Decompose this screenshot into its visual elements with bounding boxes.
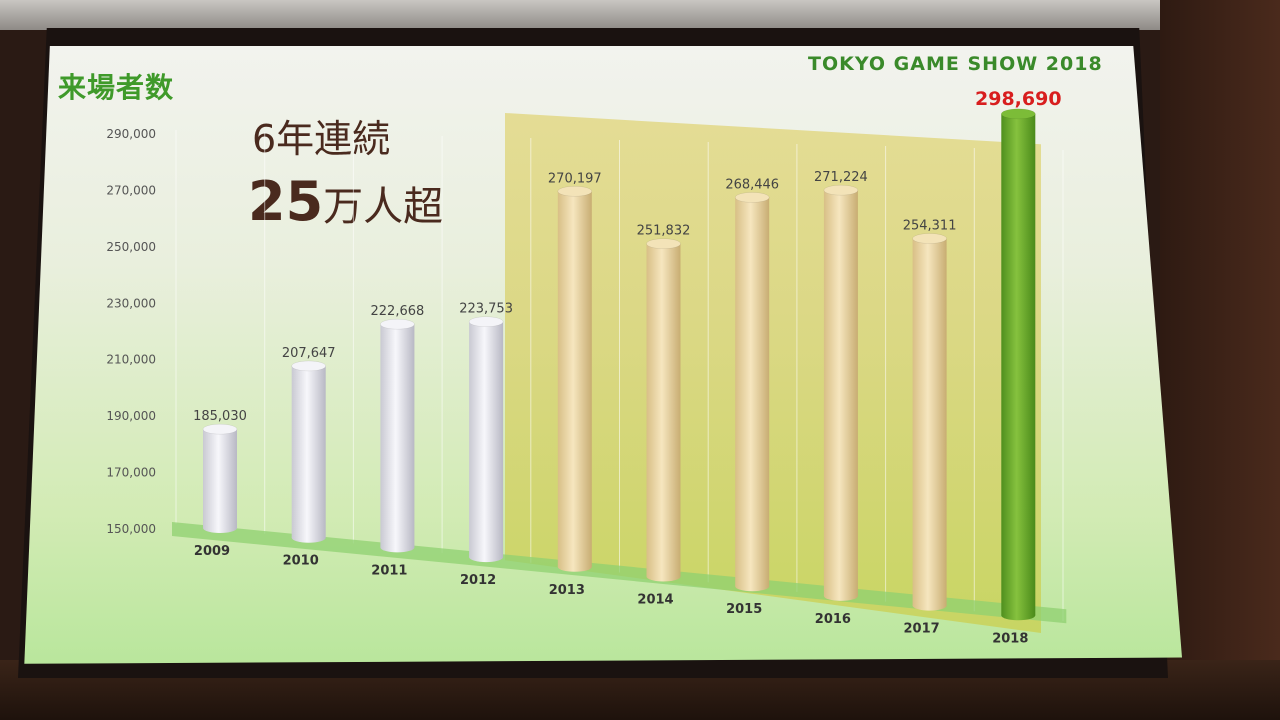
value-label-2011: 222,668 [371, 304, 425, 319]
x-tick-label-2014: 2014 [637, 593, 673, 608]
y-tick-label: 290,000 [106, 127, 156, 141]
value-label-2013: 270,197 [548, 171, 602, 186]
bar-2012 [468, 316, 504, 563]
value-label-2016: 271,224 [814, 170, 868, 185]
value-label-2018: 298,690 [975, 88, 1062, 110]
headline-over-250k: 25万人超 [248, 170, 443, 233]
y-tick-label: 190,000 [106, 409, 156, 423]
bar-2014 [646, 238, 681, 582]
bar-2010 [291, 360, 326, 543]
x-tick-label-2018: 2018 [992, 631, 1028, 646]
value-label-2015: 268,446 [725, 177, 779, 192]
bar-2013 [557, 186, 593, 572]
value-label-2012: 223,753 [459, 302, 513, 317]
y-tick-label: 250,000 [106, 240, 156, 254]
room-ceiling [0, 0, 1280, 30]
value-label-2014: 251,832 [637, 224, 691, 239]
headline-number: 25 [248, 170, 324, 233]
bar-2015 [734, 192, 770, 592]
y-axis-ticks: 290,000 270,000 250,000 230,000 210,000 190,0… [106, 127, 156, 536]
bar-2016 [823, 184, 859, 601]
x-tick-label-2011: 2011 [371, 563, 407, 578]
y-tick-label: 150,000 [106, 522, 156, 536]
bars [202, 108, 1036, 621]
x-tick-label-2010: 2010 [283, 554, 319, 569]
bar-2009 [202, 423, 238, 533]
x-tick-label-2016: 2016 [815, 612, 851, 627]
y-tick-label: 170,000 [106, 466, 156, 480]
headline-unit: 万人超 [323, 184, 444, 230]
value-label-2009: 185,030 [193, 409, 247, 424]
bar-2018 [1001, 108, 1036, 621]
y-tick-label: 270,000 [106, 183, 156, 197]
bar-2017 [912, 233, 947, 611]
slide-title: 来場者数 [58, 71, 175, 104]
room-wall [1160, 0, 1280, 720]
value-label-2010: 207,647 [282, 346, 336, 361]
x-axis-ticks: 2009 2010 2011 2012 2013 2014 2015 2016 2017 2018 [194, 544, 1028, 646]
x-tick-label-2009: 2009 [194, 544, 230, 559]
x-tick-label-2017: 2017 [904, 622, 940, 637]
bar-2011 [380, 318, 415, 553]
chart-grid [175, 130, 1064, 621]
event-brand: TOKYO GAME SHOW 2018 [808, 53, 1103, 75]
x-tick-label-2013: 2013 [549, 583, 585, 598]
highlight-panel [505, 113, 1041, 633]
value-labels: 185,030 207,647 222,668 223,753 270,197 251,8… [193, 88, 1061, 424]
value-label-2017: 254,311 [903, 218, 957, 233]
x-tick-label-2012: 2012 [460, 573, 496, 588]
y-tick-label: 230,000 [106, 296, 156, 310]
y-tick-label: 210,000 [106, 353, 156, 367]
headline-consecutive-years: 6年連続 [252, 117, 391, 161]
x-tick-label-2015: 2015 [726, 602, 762, 617]
